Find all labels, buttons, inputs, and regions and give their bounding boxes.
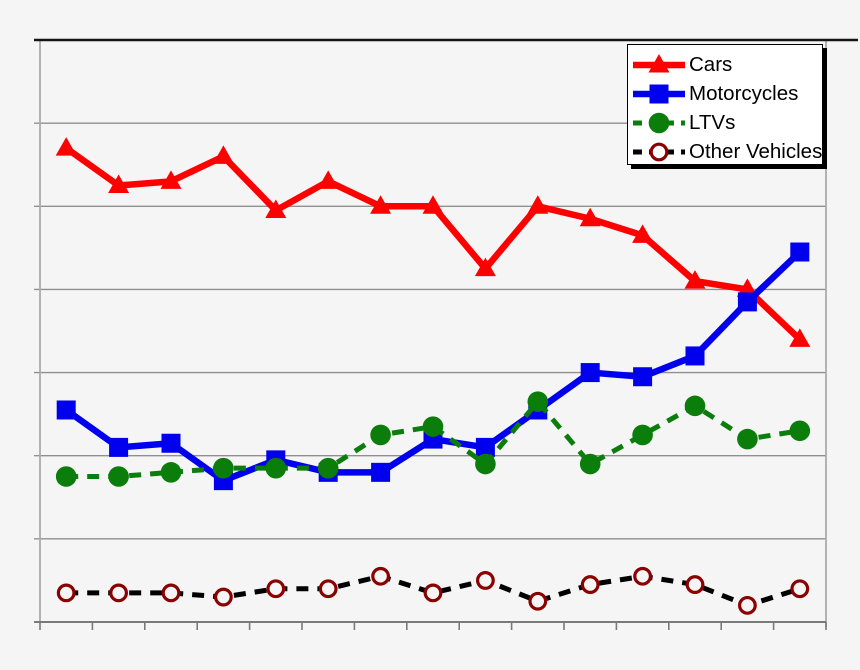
- cars-marker: [55, 137, 77, 156]
- other-vehicles-marker: [476, 571, 495, 590]
- cars-series: [55, 137, 811, 347]
- cars-marker: [108, 174, 130, 193]
- ltvs-marker: [55, 466, 77, 487]
- motorcycles-marker: [580, 363, 600, 383]
- legend-item-motorcycles: Motorcycles: [632, 79, 822, 108]
- cars-marker: [265, 199, 287, 218]
- cars-marker: [648, 53, 670, 72]
- other-vehicles-series: [56, 566, 810, 615]
- motorcycles-series-marker-icon: [633, 84, 685, 103]
- cars-marker: [212, 145, 234, 164]
- cars-marker: [474, 257, 496, 277]
- motorcycles-marker: [790, 242, 810, 262]
- ltvs-marker: [684, 395, 706, 417]
- cars-marker: [684, 270, 706, 289]
- legend: Cars Motorcycles LTVs Other Vehicles: [627, 44, 823, 165]
- other-vehicles-marker: [738, 595, 757, 615]
- ltvs-marker: [317, 457, 339, 479]
- other-vehicles-marker: [528, 591, 548, 611]
- motorcycles-marker: [56, 400, 76, 420]
- other-vehicles-marker: [371, 566, 391, 586]
- cars-series-marker-icon: [633, 53, 685, 72]
- other-vehicles-marker: [161, 583, 181, 603]
- other-vehicles-marker: [109, 583, 128, 603]
- ltvs-marker: [160, 462, 182, 483]
- cars-marker: [736, 278, 758, 297]
- motorcycles-marker: [109, 437, 129, 457]
- cars-marker: [370, 195, 392, 214]
- legend-item-cars: Cars: [632, 50, 822, 79]
- motorcycles-marker: [161, 433, 181, 453]
- other-vehicles-marker: [790, 579, 810, 599]
- other-vehicles-marker: [685, 575, 705, 594]
- ltvs-marker: [213, 457, 234, 479]
- other-vehicles-series-marker-icon: [633, 142, 685, 161]
- ltvs-marker: [370, 424, 391, 446]
- other-vehicles-marker: [266, 579, 286, 599]
- cars-marker: [789, 328, 811, 347]
- motorcycles-marker: [475, 437, 495, 457]
- legend-label-cars: Cars: [689, 52, 733, 76]
- cars-marker: [632, 224, 654, 243]
- motorcycles-marker: [633, 367, 653, 387]
- ltvs-marker: [737, 428, 758, 450]
- legend-item-ltvs: LTVs: [632, 108, 822, 137]
- ltvs-marker: [648, 112, 670, 133]
- ltvs-marker: [789, 420, 811, 442]
- ltvs-series: [55, 391, 811, 487]
- legend-label-other-vehicles: Other Vehicles: [689, 139, 823, 163]
- motorcycles-marker: [371, 462, 391, 482]
- other-vehicles-marker: [649, 142, 669, 161]
- motorcycles-marker: [737, 292, 757, 312]
- other-vehicles-marker: [633, 566, 652, 586]
- ltvs-series-marker-icon: [633, 112, 685, 133]
- other-vehicles-marker: [213, 587, 233, 607]
- other-vehicles-marker: [56, 583, 76, 603]
- cars-marker: [317, 170, 339, 189]
- ltvs-line: [66, 399, 801, 479]
- legend-label-motorcycles: Motorcycles: [689, 81, 799, 105]
- cars-marker: [160, 170, 182, 189]
- ltvs-marker: [579, 453, 601, 475]
- ltvs-marker: [632, 424, 653, 446]
- ltvs-marker: [422, 416, 444, 437]
- ltvs-marker: [527, 391, 549, 412]
- cars-line: [64, 145, 803, 342]
- ltvs-marker: [265, 457, 287, 479]
- other-vehicles-marker: [580, 575, 600, 594]
- cars-marker: [579, 207, 601, 227]
- legend-label-ltvs: LTVs: [689, 110, 736, 134]
- cars-marker: [422, 195, 444, 214]
- ltvs-marker: [108, 466, 129, 487]
- motorcycles-series: [56, 242, 810, 491]
- cars-marker: [527, 195, 549, 214]
- other-vehicles-marker: [318, 579, 338, 599]
- other-vehicles-marker: [423, 583, 443, 603]
- ltvs-marker: [475, 453, 496, 475]
- legend-item-other-vehicles: Other Vehicles: [632, 137, 822, 166]
- motorcycles-marker: [649, 84, 669, 103]
- motorcycles-marker: [685, 346, 705, 366]
